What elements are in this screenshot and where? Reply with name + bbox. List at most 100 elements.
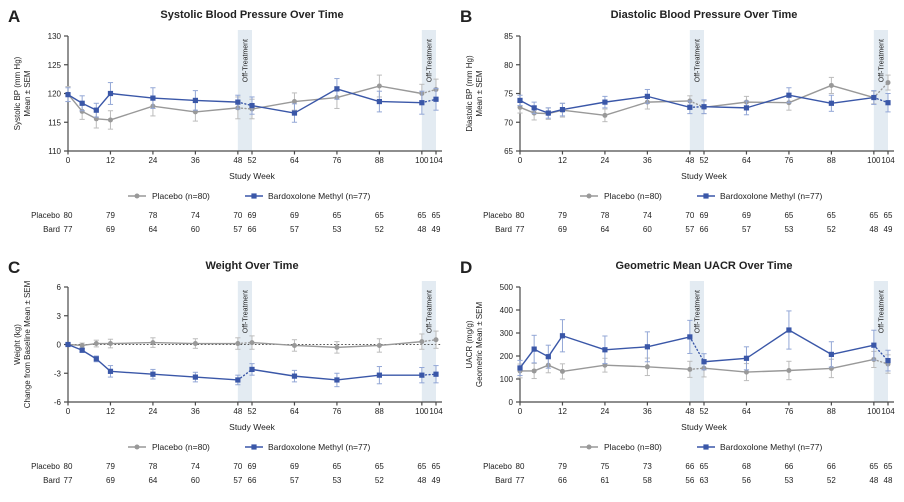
legend: Placebo (n=80) Bardoxolone Methyl (n=77) bbox=[580, 191, 822, 201]
table-cell: 80 bbox=[64, 211, 73, 220]
off-treatment-bands: Off-Treatment Off-Treatment bbox=[689, 281, 888, 402]
off-treatment-band bbox=[873, 281, 888, 402]
y-tick-label: 75 bbox=[504, 90, 513, 99]
placebo-marker bbox=[107, 117, 113, 123]
table-cell: 65 bbox=[827, 211, 836, 220]
counts-table: Placebo 80 79 75 73 66 65 68 66 66 65 65 Bard 77 66 61 5… bbox=[483, 462, 893, 485]
placebo-marker bbox=[828, 82, 834, 88]
x-tick-label: 24 bbox=[600, 407, 609, 416]
x-axis-label: Study Week bbox=[229, 171, 275, 181]
bard-marker bbox=[107, 90, 114, 97]
table-cell: 65 bbox=[700, 462, 709, 471]
x-tick-label: 24 bbox=[148, 407, 157, 416]
table-cell: 79 bbox=[106, 211, 115, 220]
table-row-label: Placebo bbox=[31, 211, 60, 220]
off-treatment-band bbox=[421, 281, 436, 402]
x-tick-label: 48 bbox=[233, 156, 242, 165]
legend-label-bard: Bardoxolone Methyl (n=77) bbox=[268, 191, 370, 201]
table-cell: 49 bbox=[432, 476, 441, 485]
off-treatment-band-label: Off-Treatment bbox=[426, 39, 433, 82]
x-tick-label: 52 bbox=[248, 156, 257, 165]
placebo-marker bbox=[433, 337, 439, 343]
off-treatment-bands: Off-Treatment Off-Treatment bbox=[237, 281, 436, 402]
counts-table: Placebo 80 79 78 74 70 69 69 65 65 65 65 Bard 77 69 64 6… bbox=[483, 211, 893, 234]
bard-marker bbox=[376, 372, 382, 378]
table-cell: 65 bbox=[869, 211, 878, 220]
bard-marker bbox=[79, 100, 85, 106]
table-cell: 79 bbox=[106, 462, 115, 471]
table-cell: 65 bbox=[884, 462, 893, 471]
table-cell: 66 bbox=[827, 462, 836, 471]
table-cell: 57 bbox=[742, 225, 751, 234]
table-row-label: Bard bbox=[43, 476, 60, 485]
bard-marker bbox=[334, 377, 340, 383]
bard-marker bbox=[531, 105, 537, 111]
bard-marker bbox=[291, 373, 298, 379]
x-tick-label: 12 bbox=[106, 156, 115, 165]
table-cell: 65 bbox=[332, 462, 341, 471]
y-tick-label: 120 bbox=[48, 90, 62, 99]
table-row-label: Placebo bbox=[31, 462, 60, 471]
bard-marker bbox=[602, 347, 608, 353]
series-placebo bbox=[65, 330, 439, 354]
table-cell: 79 bbox=[558, 211, 567, 220]
y-tick-label: 300 bbox=[500, 329, 514, 338]
bard-marker bbox=[885, 100, 891, 106]
x-tick-label: 64 bbox=[742, 407, 751, 416]
bard-marker bbox=[531, 346, 537, 352]
placebo-marker bbox=[334, 344, 340, 350]
table-row-label: Bard bbox=[495, 476, 512, 485]
table-cell: 65 bbox=[417, 462, 426, 471]
legend-label-placebo: Placebo (n=80) bbox=[152, 191, 210, 201]
table-cell: 56 bbox=[685, 476, 694, 485]
y-axis-label: Mean ± SEM bbox=[23, 70, 32, 117]
x-tick-label: 104 bbox=[881, 407, 895, 416]
table-cell: 66 bbox=[700, 225, 709, 234]
off-treatment-bands: Off-Treatment Off-Treatment bbox=[689, 30, 888, 151]
y-tick-label: 200 bbox=[500, 352, 514, 361]
table-row-label: Placebo bbox=[483, 462, 512, 471]
bard-marker bbox=[419, 100, 425, 106]
y-axis: 0 100 200 300 400 500 UACR (mg/g) Geometric Mea… bbox=[465, 283, 521, 407]
legend: Placebo (n=80) Bardoxolone Methyl (n=77) bbox=[128, 442, 370, 452]
legend-bard-marker bbox=[703, 193, 709, 199]
bard-marker bbox=[743, 355, 750, 361]
x-tick-label: 76 bbox=[784, 156, 793, 165]
bard-marker bbox=[93, 107, 99, 113]
bard-marker bbox=[433, 371, 439, 377]
table-cell: 63 bbox=[700, 476, 709, 485]
x-axis-label: Study Week bbox=[229, 422, 275, 432]
legend-placebo-marker bbox=[134, 444, 140, 450]
bard-marker bbox=[871, 342, 877, 348]
y-tick-label: 500 bbox=[500, 283, 514, 292]
placebo-marker bbox=[79, 342, 85, 348]
table-cell: 65 bbox=[375, 462, 384, 471]
legend-label-bard: Bardoxolone Methyl (n=77) bbox=[720, 442, 822, 452]
bard-marker bbox=[644, 344, 650, 350]
y-axis-label: Geometric Mean ± SEM bbox=[475, 302, 484, 388]
x-tick-label: 104 bbox=[881, 156, 895, 165]
table-cell: 79 bbox=[558, 462, 567, 471]
bard-marker bbox=[93, 356, 99, 362]
table-cell: 77 bbox=[516, 225, 525, 234]
bard-marker bbox=[249, 366, 255, 373]
y-tick-label: 0 bbox=[509, 398, 514, 407]
x-axis: 0 12 24 36 48 52 64 76 88 100 104 Study Week bbox=[66, 150, 443, 181]
x-axis-label: Study Week bbox=[681, 171, 727, 181]
table-cell: 69 bbox=[290, 462, 299, 471]
y-axis-label: Diastolic BP (mm Hg) bbox=[465, 55, 474, 132]
table-cell: 69 bbox=[290, 211, 299, 220]
bard-marker bbox=[433, 96, 439, 102]
series-bard bbox=[65, 78, 439, 123]
table-cell: 77 bbox=[64, 476, 73, 485]
x-tick-label: 52 bbox=[700, 407, 709, 416]
x-tick-label: 12 bbox=[558, 156, 567, 165]
x-tick-label: 36 bbox=[643, 156, 652, 165]
panel-c: Off-Treatment Off-Treatment -6 -3 0 3 6 Weight … bbox=[0, 251, 452, 502]
y-tick-label: -6 bbox=[54, 398, 62, 407]
legend-label-bard: Bardoxolone Methyl (n=77) bbox=[720, 191, 822, 201]
table-cell: 65 bbox=[784, 211, 793, 220]
y-tick-label: 70 bbox=[504, 118, 513, 127]
legend-label-placebo: Placebo (n=80) bbox=[152, 442, 210, 452]
y-tick-label: 125 bbox=[48, 61, 62, 70]
